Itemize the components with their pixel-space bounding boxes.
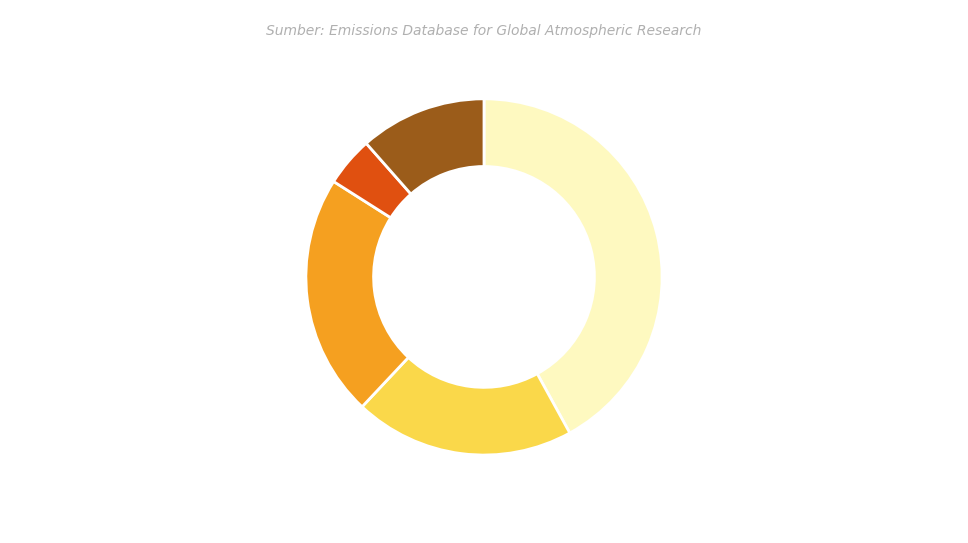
Wedge shape — [484, 99, 662, 433]
Wedge shape — [334, 143, 411, 218]
Wedge shape — [362, 357, 570, 455]
Text: Sumber: Emissions Database for Global Atmospheric Research: Sumber: Emissions Database for Global At… — [266, 24, 702, 39]
Wedge shape — [306, 181, 408, 407]
Wedge shape — [366, 99, 484, 194]
